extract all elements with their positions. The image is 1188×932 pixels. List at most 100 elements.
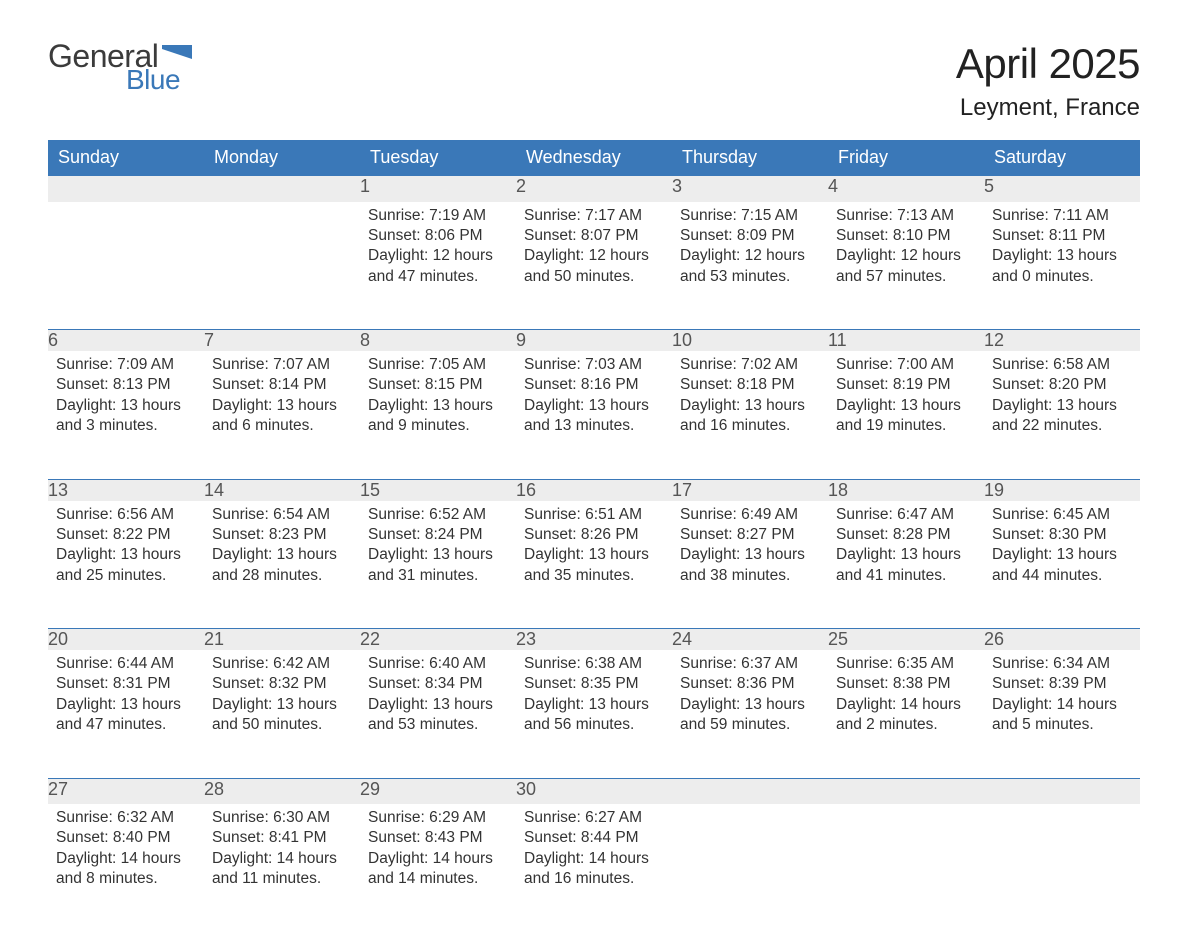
day-cell: Sunrise: 6:37 AMSunset: 8:36 PMDaylight:… (672, 650, 828, 778)
day-day1: Daylight: 12 hours (368, 246, 508, 266)
day-sunrise: Sunrise: 6:56 AM (56, 505, 196, 525)
day-header: Wednesday (516, 140, 672, 176)
week-daynum-row: 27282930 (48, 778, 1140, 804)
day-sunrise: Sunrise: 6:40 AM (368, 654, 508, 674)
day-sunrise: Sunrise: 7:11 AM (992, 206, 1132, 226)
day-day1: Daylight: 13 hours (524, 695, 664, 715)
day-day1: Daylight: 13 hours (368, 396, 508, 416)
day-sunrise: Sunrise: 7:05 AM (368, 355, 508, 375)
calendar-table: SundayMondayTuesdayWednesdayThursdayFrid… (48, 140, 1140, 932)
day-day2: and 47 minutes. (56, 715, 196, 735)
day-cell-body: Sunrise: 7:19 AMSunset: 8:06 PMDaylight:… (360, 202, 516, 296)
day-cell: Sunrise: 6:47 AMSunset: 8:28 PMDaylight:… (828, 501, 984, 629)
day-sunset: Sunset: 8:39 PM (992, 674, 1132, 694)
day-day2: and 50 minutes. (524, 267, 664, 287)
day-cell: Sunrise: 6:40 AMSunset: 8:34 PMDaylight:… (360, 650, 516, 778)
day-header: Friday (828, 140, 984, 176)
day-header: Sunday (48, 140, 204, 176)
day-day2: and 50 minutes. (212, 715, 352, 735)
day-number: 23 (516, 629, 672, 651)
day-number: 17 (672, 479, 828, 501)
day-day1: Daylight: 14 hours (368, 849, 508, 869)
day-sunrise: Sunrise: 7:02 AM (680, 355, 820, 375)
day-number: 16 (516, 479, 672, 501)
day-sunrise: Sunrise: 6:51 AM (524, 505, 664, 525)
day-sunset: Sunset: 8:30 PM (992, 525, 1132, 545)
day-day2: and 14 minutes. (368, 869, 508, 889)
day-cell: Sunrise: 6:29 AMSunset: 8:43 PMDaylight:… (360, 804, 516, 932)
day-cell: Sunrise: 7:02 AMSunset: 8:18 PMDaylight:… (672, 351, 828, 479)
day-cell-body: Sunrise: 6:37 AMSunset: 8:36 PMDaylight:… (672, 650, 828, 744)
day-cell-body: Sunrise: 6:58 AMSunset: 8:20 PMDaylight:… (984, 351, 1140, 445)
day-sunrise: Sunrise: 7:19 AM (368, 206, 508, 226)
day-sunrise: Sunrise: 6:30 AM (212, 808, 352, 828)
day-sunrise: Sunrise: 7:17 AM (524, 206, 664, 226)
day-number: 11 (828, 330, 984, 352)
day-sunrise: Sunrise: 6:34 AM (992, 654, 1132, 674)
day-sunset: Sunset: 8:16 PM (524, 375, 664, 395)
day-day1: Daylight: 12 hours (836, 246, 976, 266)
day-sunset: Sunset: 8:24 PM (368, 525, 508, 545)
day-day1: Daylight: 13 hours (56, 396, 196, 416)
day-sunrise: Sunrise: 6:27 AM (524, 808, 664, 828)
location-label: Leyment, France (956, 94, 1140, 122)
day-sunset: Sunset: 8:32 PM (212, 674, 352, 694)
day-cell (984, 804, 1140, 932)
day-day2: and 0 minutes. (992, 267, 1132, 287)
day-day1: Daylight: 13 hours (368, 545, 508, 565)
day-cell: Sunrise: 6:56 AMSunset: 8:22 PMDaylight:… (48, 501, 204, 629)
day-sunset: Sunset: 8:09 PM (680, 226, 820, 246)
day-cell-body: Sunrise: 6:45 AMSunset: 8:30 PMDaylight:… (984, 501, 1140, 595)
day-day1: Daylight: 12 hours (680, 246, 820, 266)
day-sunrise: Sunrise: 6:29 AM (368, 808, 508, 828)
day-number: 18 (828, 479, 984, 501)
day-sunset: Sunset: 8:06 PM (368, 226, 508, 246)
day-sunrise: Sunrise: 6:52 AM (368, 505, 508, 525)
day-day1: Daylight: 14 hours (524, 849, 664, 869)
day-sunset: Sunset: 8:26 PM (524, 525, 664, 545)
day-cell-body: Sunrise: 7:02 AMSunset: 8:18 PMDaylight:… (672, 351, 828, 445)
day-cell: Sunrise: 6:45 AMSunset: 8:30 PMDaylight:… (984, 501, 1140, 629)
page-title: April 2025 (956, 40, 1140, 88)
day-sunrise: Sunrise: 6:49 AM (680, 505, 820, 525)
day-sunset: Sunset: 8:13 PM (56, 375, 196, 395)
week-daynum-row: 6789101112 (48, 330, 1140, 352)
week-daynum-row: 20212223242526 (48, 629, 1140, 651)
week-body-row: Sunrise: 7:19 AMSunset: 8:06 PMDaylight:… (48, 202, 1140, 330)
day-cell: Sunrise: 7:13 AMSunset: 8:10 PMDaylight:… (828, 202, 984, 330)
day-cell-body: Sunrise: 6:44 AMSunset: 8:31 PMDaylight:… (48, 650, 204, 744)
day-sunset: Sunset: 8:41 PM (212, 828, 352, 848)
day-day2: and 13 minutes. (524, 416, 664, 436)
day-sunrise: Sunrise: 7:09 AM (56, 355, 196, 375)
day-day1: Daylight: 13 hours (524, 545, 664, 565)
day-sunset: Sunset: 8:22 PM (56, 525, 196, 545)
day-sunset: Sunset: 8:43 PM (368, 828, 508, 848)
day-header: Monday (204, 140, 360, 176)
day-sunrise: Sunrise: 6:54 AM (212, 505, 352, 525)
day-number: 29 (360, 778, 516, 804)
day-number: 28 (204, 778, 360, 804)
day-sunset: Sunset: 8:19 PM (836, 375, 976, 395)
day-number: 27 (48, 778, 204, 804)
day-day1: Daylight: 13 hours (212, 695, 352, 715)
day-cell: Sunrise: 6:38 AMSunset: 8:35 PMDaylight:… (516, 650, 672, 778)
day-number: 26 (984, 629, 1140, 651)
day-cell-body: Sunrise: 6:34 AMSunset: 8:39 PMDaylight:… (984, 650, 1140, 744)
day-cell-body: Sunrise: 6:42 AMSunset: 8:32 PMDaylight:… (204, 650, 360, 744)
day-day2: and 16 minutes. (680, 416, 820, 436)
day-sunrise: Sunrise: 7:03 AM (524, 355, 664, 375)
logo-text-blue: Blue (126, 66, 192, 94)
day-header: Saturday (984, 140, 1140, 176)
day-number: 1 (360, 176, 516, 202)
day-day1: Daylight: 13 hours (368, 695, 508, 715)
day-sunset: Sunset: 8:34 PM (368, 674, 508, 694)
day-sunrise: Sunrise: 6:38 AM (524, 654, 664, 674)
day-day1: Daylight: 14 hours (56, 849, 196, 869)
day-cell-body: Sunrise: 6:30 AMSunset: 8:41 PMDaylight:… (204, 804, 360, 898)
day-sunset: Sunset: 8:35 PM (524, 674, 664, 694)
day-number: 15 (360, 479, 516, 501)
day-sunset: Sunset: 8:23 PM (212, 525, 352, 545)
day-sunrise: Sunrise: 6:45 AM (992, 505, 1132, 525)
day-number: 30 (516, 778, 672, 804)
week-body-row: Sunrise: 6:56 AMSunset: 8:22 PM Daylight:… (48, 501, 1140, 629)
